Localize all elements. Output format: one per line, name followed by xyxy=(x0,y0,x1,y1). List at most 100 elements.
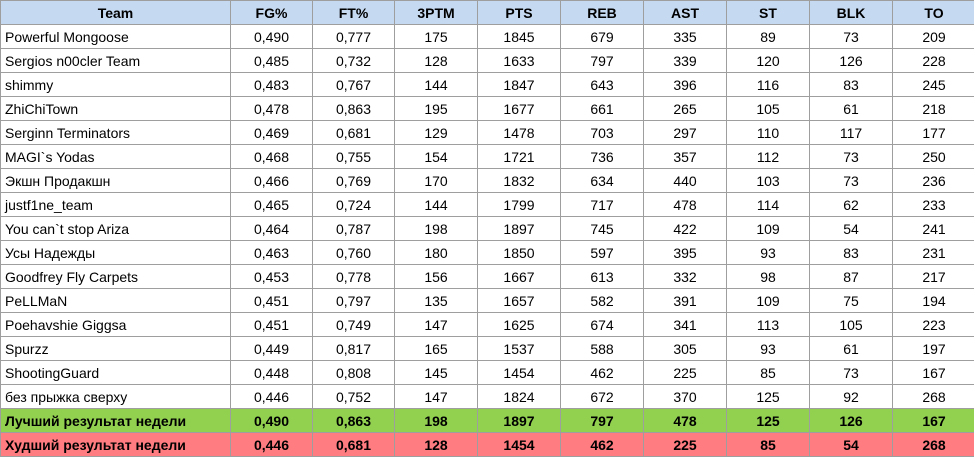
cell-to[interactable]: 245 xyxy=(892,72,974,97)
cell-to[interactable]: 197 xyxy=(892,336,974,361)
cell-ft-pct[interactable]: 0,681 xyxy=(312,432,395,457)
cell-pts[interactable]: 1897 xyxy=(477,408,561,433)
team-name-cell[interactable]: Усы Надежды xyxy=(0,240,231,265)
cell-reb[interactable]: 703 xyxy=(560,120,644,145)
cell-reb[interactable]: 597 xyxy=(560,240,644,265)
cell-to[interactable]: 268 xyxy=(892,384,974,409)
cell-ft-pct[interactable]: 0,817 xyxy=(312,336,395,361)
cell-st[interactable]: 114 xyxy=(726,192,810,217)
cell-st[interactable]: 105 xyxy=(726,96,810,121)
cell-fg-pct[interactable]: 0,451 xyxy=(230,288,313,313)
cell-blk[interactable]: 75 xyxy=(809,288,893,313)
team-name-cell[interactable]: shimmy xyxy=(0,72,231,97)
cell-fg-pct[interactable]: 0,478 xyxy=(230,96,313,121)
cell-fg-pct[interactable]: 0,490 xyxy=(230,24,313,49)
cell-to[interactable]: 233 xyxy=(892,192,974,217)
cell-blk[interactable]: 73 xyxy=(809,24,893,49)
cell-ft-pct[interactable]: 0,752 xyxy=(312,384,395,409)
team-name-cell[interactable]: Sergios n00cler Team xyxy=(0,48,231,73)
cell-fg-pct[interactable]: 0,464 xyxy=(230,216,313,241)
cell-ast[interactable]: 265 xyxy=(643,96,727,121)
team-name-cell[interactable]: Powerful Mongoose xyxy=(0,24,231,49)
cell-3ptm[interactable]: 135 xyxy=(394,288,478,313)
cell-blk[interactable]: 92 xyxy=(809,384,893,409)
cell-fg-pct[interactable]: 0,453 xyxy=(230,264,313,289)
cell-pts[interactable]: 1537 xyxy=(477,336,561,361)
team-name-cell[interactable]: Худший результат недели xyxy=(0,432,231,457)
cell-ast[interactable]: 357 xyxy=(643,144,727,169)
cell-st[interactable]: 98 xyxy=(726,264,810,289)
cell-3ptm[interactable]: 175 xyxy=(394,24,478,49)
cell-blk[interactable]: 61 xyxy=(809,336,893,361)
column-header-pts[interactable]: PTS xyxy=(477,0,561,25)
cell-reb[interactable]: 674 xyxy=(560,312,644,337)
cell-fg-pct[interactable]: 0,449 xyxy=(230,336,313,361)
cell-st[interactable]: 103 xyxy=(726,168,810,193)
cell-blk[interactable]: 126 xyxy=(809,48,893,73)
cell-blk[interactable]: 126 xyxy=(809,408,893,433)
cell-fg-pct[interactable]: 0,490 xyxy=(230,408,313,433)
cell-pts[interactable]: 1454 xyxy=(477,432,561,457)
cell-to[interactable]: 236 xyxy=(892,168,974,193)
cell-pts[interactable]: 1799 xyxy=(477,192,561,217)
cell-to[interactable]: 177 xyxy=(892,120,974,145)
cell-st[interactable]: 120 xyxy=(726,48,810,73)
cell-reb[interactable]: 462 xyxy=(560,432,644,457)
cell-st[interactable]: 125 xyxy=(726,408,810,433)
cell-st[interactable]: 85 xyxy=(726,432,810,457)
cell-blk[interactable]: 105 xyxy=(809,312,893,337)
cell-fg-pct[interactable]: 0,446 xyxy=(230,384,313,409)
cell-3ptm[interactable]: 147 xyxy=(394,384,478,409)
cell-reb[interactable]: 672 xyxy=(560,384,644,409)
cell-3ptm[interactable]: 165 xyxy=(394,336,478,361)
cell-to[interactable]: 231 xyxy=(892,240,974,265)
cell-to[interactable]: 217 xyxy=(892,264,974,289)
column-header-ast[interactable]: AST xyxy=(643,0,727,25)
cell-fg-pct[interactable]: 0,446 xyxy=(230,432,313,457)
cell-3ptm[interactable]: 156 xyxy=(394,264,478,289)
cell-pts[interactable]: 1897 xyxy=(477,216,561,241)
cell-3ptm[interactable]: 198 xyxy=(394,408,478,433)
cell-blk[interactable]: 117 xyxy=(809,120,893,145)
cell-blk[interactable]: 73 xyxy=(809,144,893,169)
cell-st[interactable]: 109 xyxy=(726,216,810,241)
cell-fg-pct[interactable]: 0,451 xyxy=(230,312,313,337)
cell-pts[interactable]: 1847 xyxy=(477,72,561,97)
cell-blk[interactable]: 62 xyxy=(809,192,893,217)
cell-3ptm[interactable]: 129 xyxy=(394,120,478,145)
cell-pts[interactable]: 1677 xyxy=(477,96,561,121)
cell-3ptm[interactable]: 128 xyxy=(394,432,478,457)
cell-ft-pct[interactable]: 0,732 xyxy=(312,48,395,73)
cell-to[interactable]: 241 xyxy=(892,216,974,241)
cell-fg-pct[interactable]: 0,466 xyxy=(230,168,313,193)
cell-ast[interactable]: 339 xyxy=(643,48,727,73)
cell-fg-pct[interactable]: 0,483 xyxy=(230,72,313,97)
cell-st[interactable]: 93 xyxy=(726,240,810,265)
cell-ast[interactable]: 335 xyxy=(643,24,727,49)
cell-st[interactable]: 110 xyxy=(726,120,810,145)
cell-pts[interactable]: 1667 xyxy=(477,264,561,289)
cell-ast[interactable]: 305 xyxy=(643,336,727,361)
cell-pts[interactable]: 1657 xyxy=(477,288,561,313)
cell-3ptm[interactable]: 128 xyxy=(394,48,478,73)
cell-ft-pct[interactable]: 0,681 xyxy=(312,120,395,145)
cell-ast[interactable]: 391 xyxy=(643,288,727,313)
cell-ast[interactable]: 225 xyxy=(643,432,727,457)
cell-reb[interactable]: 588 xyxy=(560,336,644,361)
cell-ast[interactable]: 225 xyxy=(643,360,727,385)
cell-ast[interactable]: 478 xyxy=(643,192,727,217)
cell-pts[interactable]: 1721 xyxy=(477,144,561,169)
cell-ft-pct[interactable]: 0,777 xyxy=(312,24,395,49)
cell-fg-pct[interactable]: 0,469 xyxy=(230,120,313,145)
cell-fg-pct[interactable]: 0,468 xyxy=(230,144,313,169)
team-name-cell[interactable]: Serginn Terminators xyxy=(0,120,231,145)
cell-ft-pct[interactable]: 0,755 xyxy=(312,144,395,169)
cell-ast[interactable]: 478 xyxy=(643,408,727,433)
cell-blk[interactable]: 73 xyxy=(809,168,893,193)
team-name-cell[interactable]: PeLLMaN xyxy=(0,288,231,313)
cell-blk[interactable]: 73 xyxy=(809,360,893,385)
cell-pts[interactable]: 1478 xyxy=(477,120,561,145)
cell-3ptm[interactable]: 170 xyxy=(394,168,478,193)
cell-blk[interactable]: 83 xyxy=(809,72,893,97)
team-name-cell[interactable]: You can`t stop Ariza xyxy=(0,216,231,241)
